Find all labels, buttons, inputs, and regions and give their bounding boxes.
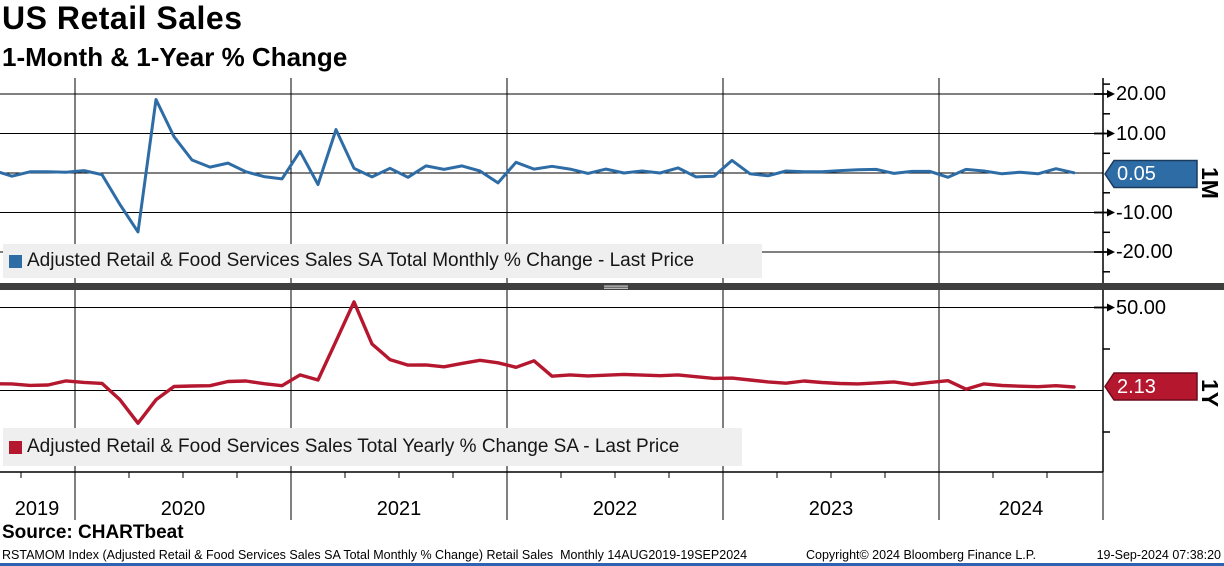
page-subtitle: 1-Month & 1-Year % Change	[2, 42, 348, 72]
legend-monthly[interactable]: Adjusted Retail & Food Services Sales SA…	[3, 244, 762, 278]
y-tick-label-1m: -20.00	[1116, 241, 1173, 263]
y-tick-label-1y: 50.00	[1116, 296, 1167, 319]
last-price-tag-1y: 2.13	[1117, 376, 1156, 398]
year-label: 2022	[592, 498, 638, 520]
legend-swatch-red-icon	[9, 440, 22, 454]
axis-side-label-1m: 1M	[1197, 167, 1223, 199]
legend-yearly[interactable]: Adjusted Retail & Food Services Sales To…	[3, 428, 742, 466]
year-label: 2024	[998, 498, 1044, 520]
panel-resize-handle[interactable]	[600, 282, 632, 291]
legend-yearly-label: Adjusted Retail & Food Services Sales To…	[27, 436, 680, 457]
y-tick-label-1m: 20.00	[1116, 83, 1167, 105]
bottom-window-edge	[0, 563, 1224, 566]
year-label: 2021	[376, 498, 422, 520]
footer-timestamp: 19-Sep-2024 07:38:20	[1096, 548, 1221, 562]
year-label: 2020	[160, 498, 206, 520]
last-price-tag-1m: 0.05	[1117, 163, 1156, 185]
footer-index-description: RSTAMOM Index (Adjusted Retail & Food Se…	[2, 548, 748, 562]
source-line: Source: CHARTbeat	[2, 522, 184, 543]
page-title: US Retail Sales	[2, 0, 243, 36]
axis-side-label-1y: 1Y	[1197, 379, 1223, 408]
footer-copyright: Copyright© 2024 Bloomberg Finance L.P.	[806, 548, 1036, 562]
legend-monthly-label: Adjusted Retail & Food Services Sales SA…	[27, 250, 695, 271]
year-label: 2019	[14, 498, 60, 520]
y-tick-label-1m: -10.00	[1116, 201, 1173, 224]
legend-swatch-blue-icon	[9, 254, 22, 268]
year-label: 2023	[808, 498, 854, 520]
chart-plot-area	[0, 76, 1224, 527]
y-tick-label-1m: 10.00	[1116, 122, 1167, 145]
